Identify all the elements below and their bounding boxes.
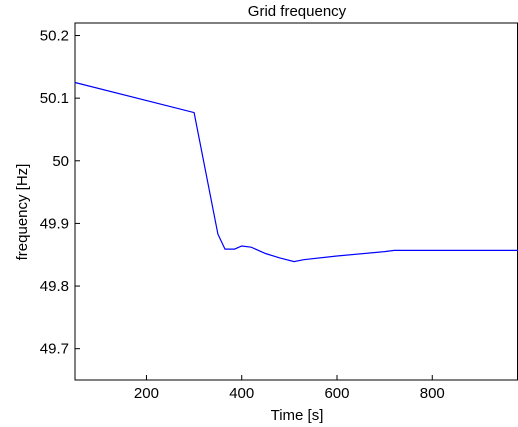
x-tick-label: 600	[324, 385, 349, 402]
ticks: 200 400 600 800 49.7 49.8 49.9 50 50.1 50.2	[40, 28, 445, 402]
x-tick-label: 800	[420, 385, 445, 402]
plot-frame	[74, 22, 518, 381]
x-axis-label: Time [s]	[271, 407, 324, 424]
x-tick-label: 200	[134, 385, 159, 402]
axes	[74, 22, 518, 381]
series-line	[74, 81, 518, 263]
y-tick-label: 49.8	[40, 278, 69, 295]
series-layer	[74, 81, 518, 263]
y-tick-label: 50.2	[40, 28, 69, 45]
chart-title: Grid frequency	[248, 3, 347, 20]
y-tick-label: 49.7	[40, 341, 69, 358]
y-tick-label: 50	[52, 153, 69, 170]
y-tick-label: 50.1	[40, 90, 69, 107]
x-tick-label: 400	[229, 385, 254, 402]
y-axis-label: frequency [Hz]	[14, 164, 31, 261]
y-tick-label: 49.9	[40, 215, 69, 232]
